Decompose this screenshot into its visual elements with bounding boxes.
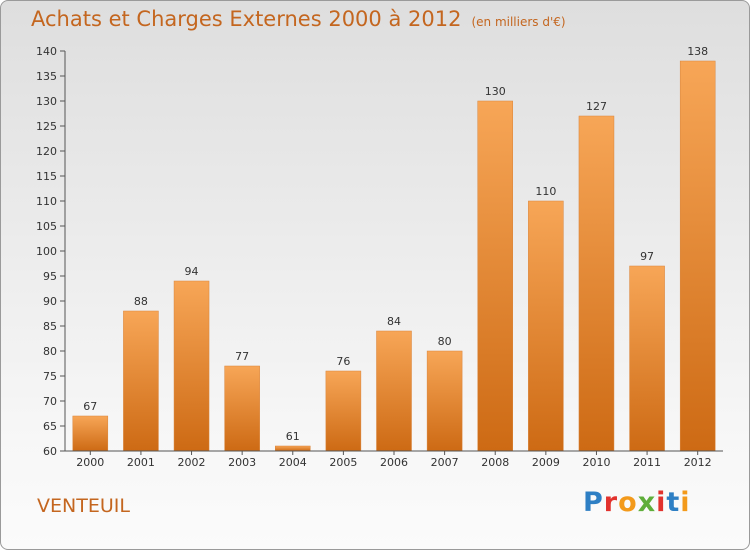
x-tick-label: 2002 [178,456,206,469]
y-tick-label: 75 [43,370,57,383]
x-tick-label: 2010 [582,456,610,469]
bar [173,280,210,452]
y-tick-label: 80 [43,345,57,358]
chart-title-text: Achats et Charges Externes 2000 à 2012 [31,7,462,31]
commune-name: VENTEUIL [37,495,130,517]
chart-title: Achats et Charges Externes 2000 à 2012 (e… [31,7,566,31]
logo-letter: r [603,487,619,518]
data-label: 110 [535,185,556,198]
data-label: 77 [235,350,249,363]
bar [123,310,159,452]
bar [528,200,564,452]
bar [325,370,362,452]
y-tick-label: 125 [36,120,57,133]
bar [72,415,109,452]
bar [426,350,463,452]
logo-letter: o [618,487,638,518]
x-tick-label: 2011 [633,456,661,469]
x-tick-label: 2007 [431,456,459,469]
bar [376,330,412,452]
y-tick-label: 105 [36,220,57,233]
y-tick-label: 130 [36,95,57,108]
bar [629,265,665,452]
y-tick-label: 95 [43,270,57,283]
axes-group: 60 65 70 75 80 85 90 95 100 105 110 115 120 125 130 135… [36,45,723,469]
data-label: 97 [640,250,654,263]
logo-letter: t [666,487,681,518]
y-tick-label: 100 [36,245,57,258]
proxiti-logo[interactable]: Proxiti [583,487,691,518]
y-tick-label: 110 [36,195,57,208]
data-label: 130 [485,85,506,98]
data-label: 61 [286,430,300,443]
data-label: 67 [83,400,97,413]
y-tick-label: 65 [43,420,57,433]
data-label: 138 [687,45,708,58]
logo-letter: x [637,487,657,518]
data-label: 76 [336,355,350,368]
bar [578,115,615,452]
chart-subtitle: (en milliers d'€) [471,15,566,29]
bar [224,365,260,452]
y-tick-label: 70 [43,395,57,408]
bars-group: 67 88 94 77 61 76 84 80 130 110 127 97 138 [72,45,716,452]
data-label: 127 [586,100,607,113]
y-tick-label: 140 [36,45,57,58]
bar [477,100,513,452]
x-tick-label: 2000 [76,456,104,469]
x-tick-label: 2009 [532,456,560,469]
x-tick-label: 2006 [380,456,408,469]
logo-letter: P [583,487,604,518]
x-tick-label: 2001 [127,456,155,469]
y-tick-label: 115 [36,170,57,183]
data-label: 84 [387,315,401,328]
x-tick-label: 2008 [481,456,509,469]
y-tick-label: 135 [36,70,57,83]
logo-letter: i [680,487,691,518]
bar [275,445,311,452]
logo-letter: i [656,487,667,518]
x-tick-label: 2004 [279,456,307,469]
y-tick-label: 85 [43,320,57,333]
y-tick-label: 60 [43,445,57,458]
x-tick-label: 2003 [228,456,256,469]
y-tick-label: 120 [36,145,57,158]
data-label: 94 [185,265,199,278]
data-label: 80 [438,335,452,348]
x-tick-label: 2005 [329,456,357,469]
y-tick-label: 90 [43,295,57,308]
bar [679,60,716,452]
x-tick-label: 2012 [684,456,712,469]
data-label: 88 [134,295,148,308]
